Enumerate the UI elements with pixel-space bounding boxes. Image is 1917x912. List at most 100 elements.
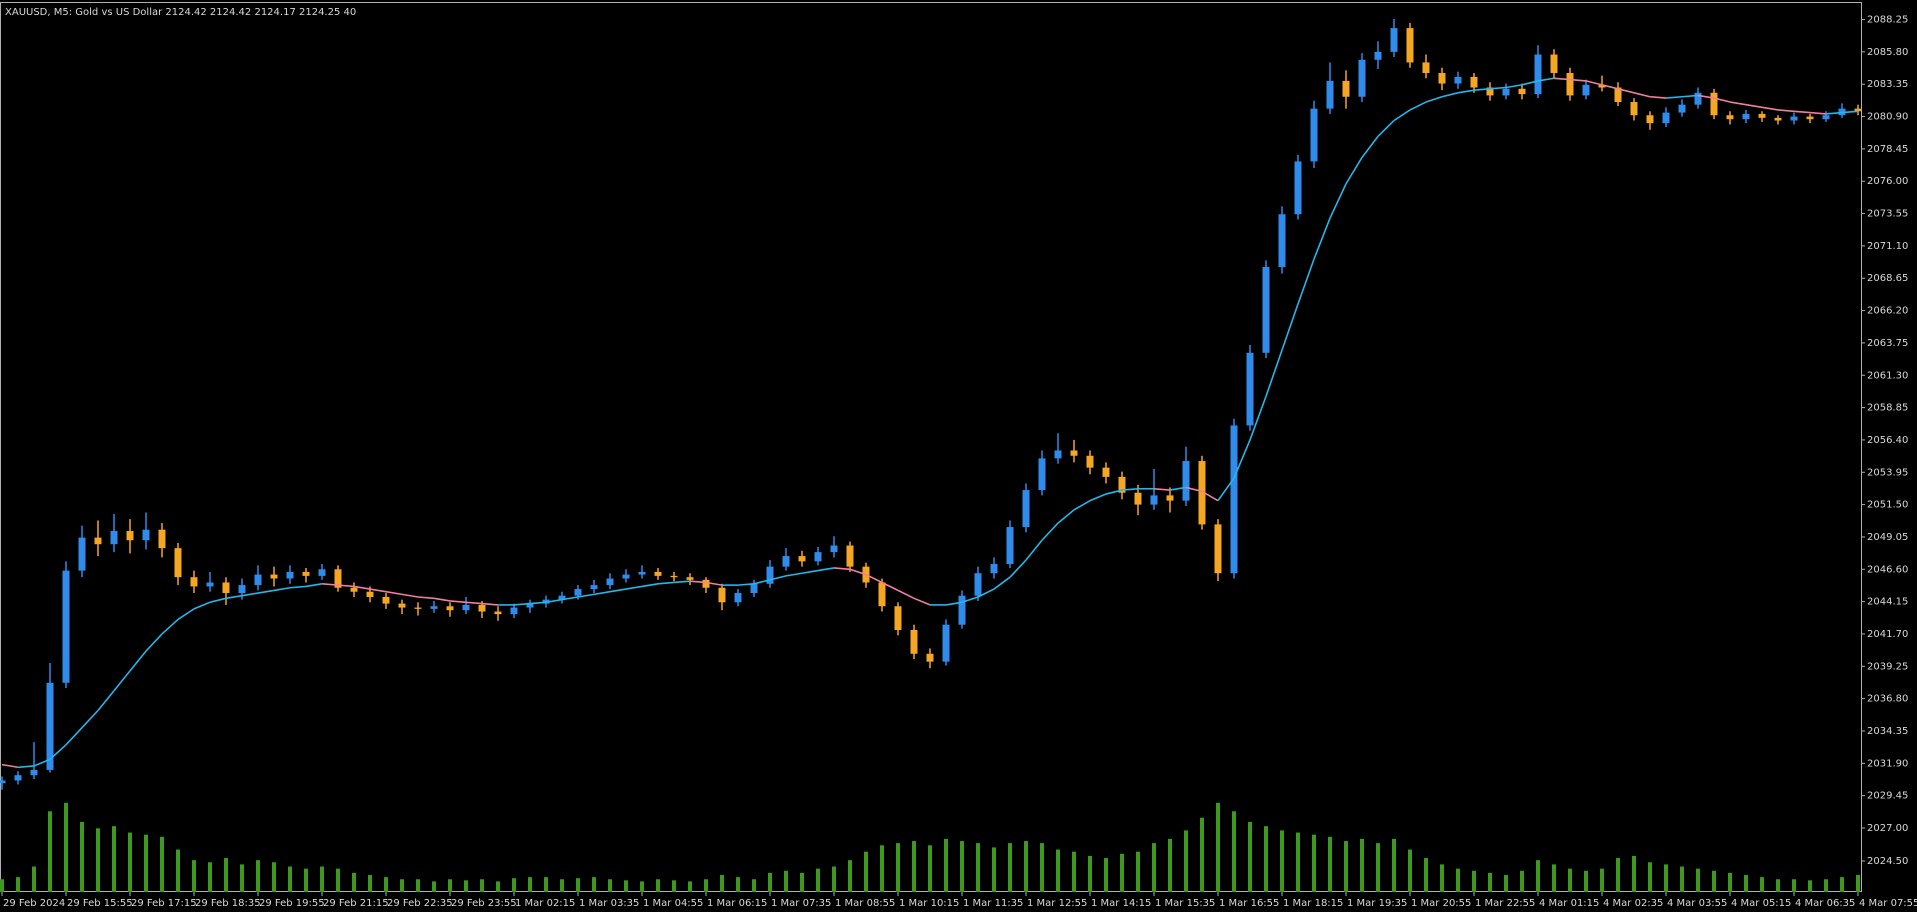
x-tick-label: 4 Mar 06:35 — [1795, 898, 1855, 909]
moving-average — [1105, 489, 1123, 495]
moving-average — [273, 586, 291, 592]
candle-body — [558, 595, 566, 600]
volume-bar — [224, 858, 228, 892]
volume-bar — [1520, 870, 1524, 892]
y-tick-label: 2076.00 — [1867, 176, 1908, 187]
volume-bar — [1136, 851, 1140, 892]
x-tick-label: 1 Mar 10:15 — [899, 898, 959, 909]
candle-body — [1566, 72, 1574, 96]
moving-average — [1761, 106, 1779, 111]
candle-body — [398, 603, 406, 608]
candle-body — [1582, 84, 1590, 96]
y-tick-label: 2073.55 — [1867, 209, 1908, 220]
moving-average — [1265, 349, 1283, 397]
volume-bar — [448, 879, 452, 892]
moving-average — [1089, 493, 1107, 502]
volume-bar — [544, 877, 548, 892]
moving-average — [1201, 490, 1219, 502]
candle-body — [142, 529, 150, 541]
x-tick-label: 1 Mar 18:15 — [1283, 898, 1343, 909]
volume-bar — [128, 832, 132, 892]
candle-body — [1454, 76, 1462, 84]
moving-average — [1329, 183, 1347, 219]
candle-body — [30, 769, 38, 776]
candle-body — [446, 606, 454, 611]
moving-average — [577, 593, 595, 598]
volume-bar — [1424, 858, 1428, 892]
moving-average — [977, 588, 995, 598]
volume-bar — [256, 860, 260, 892]
candle-body — [782, 556, 790, 567]
candle-body — [366, 591, 374, 597]
volume-bar — [864, 851, 868, 892]
candle-body — [718, 587, 726, 603]
volume-bar — [720, 875, 724, 892]
moving-average — [897, 589, 915, 600]
chart-title: XAUUSD, M5: Gold vs US Dollar 2124.42 21… — [5, 7, 356, 18]
y-tick-label: 2036.80 — [1867, 694, 1908, 705]
moving-average — [593, 590, 611, 596]
y-tick-label: 2066.20 — [1867, 306, 1908, 317]
volume-bar — [144, 834, 148, 892]
candle-body — [1438, 72, 1446, 84]
x-tick-label: 1 Mar 04:55 — [643, 898, 703, 909]
y-tick-label: 2024.50 — [1867, 856, 1908, 867]
moving-average — [1697, 94, 1715, 99]
moving-average — [1553, 77, 1571, 81]
x-tick-label: 1 Mar 11:35 — [963, 898, 1023, 909]
candle-body — [1806, 116, 1814, 120]
candle-body — [494, 611, 502, 615]
volume-bar — [32, 866, 36, 892]
candle-body — [1070, 450, 1078, 456]
candle-body — [798, 556, 806, 562]
volume-bar — [1120, 853, 1124, 892]
candle-body — [1006, 527, 1014, 565]
moving-average — [1473, 88, 1491, 91]
candle-body — [462, 604, 470, 611]
moving-average — [561, 596, 579, 601]
candle-body — [286, 571, 294, 579]
volume-bar — [1408, 849, 1412, 892]
volume-bar — [1344, 841, 1348, 892]
volume-bar — [800, 872, 804, 892]
moving-average — [1153, 487, 1171, 491]
candle-body — [190, 577, 198, 587]
candle-body — [574, 589, 582, 596]
candle-body — [1118, 476, 1126, 493]
candle-body — [1390, 28, 1398, 52]
volume-bar — [208, 862, 212, 892]
volume-bar — [1840, 877, 1844, 892]
candle-body — [334, 569, 342, 588]
volume-bar — [688, 881, 692, 892]
moving-average — [1777, 109, 1795, 113]
moving-average — [753, 579, 771, 585]
candle-body — [0, 780, 6, 784]
moving-average — [1249, 396, 1267, 441]
moving-average — [1409, 101, 1427, 111]
y-tick-label: 2041.70 — [1867, 629, 1908, 640]
volume-bar — [1712, 870, 1716, 892]
moving-average — [1681, 94, 1699, 98]
candle-body — [1758, 113, 1766, 118]
candle-body — [734, 593, 742, 603]
moving-average — [193, 601, 211, 610]
candle-body — [1326, 80, 1334, 109]
candle-body — [654, 571, 662, 576]
x-tick-label: 1 Mar 15:35 — [1155, 898, 1215, 909]
candle-body — [1406, 28, 1414, 63]
volume-bar — [1328, 836, 1332, 892]
volume-bar — [848, 860, 852, 892]
moving-average — [1793, 110, 1811, 114]
volume-bar — [896, 843, 900, 892]
candle-body — [382, 596, 390, 604]
candle-body — [878, 582, 886, 607]
volume-bar — [752, 879, 756, 892]
candle-body — [1742, 113, 1750, 120]
volume-bar — [1664, 864, 1668, 892]
y-tick-label: 2058.85 — [1867, 403, 1908, 414]
moving-average — [33, 758, 51, 767]
candle-body — [1358, 59, 1366, 97]
x-tick-label: 29 Feb 18:35 — [195, 898, 261, 909]
moving-average — [1729, 101, 1747, 106]
volume-bar — [1824, 879, 1828, 892]
